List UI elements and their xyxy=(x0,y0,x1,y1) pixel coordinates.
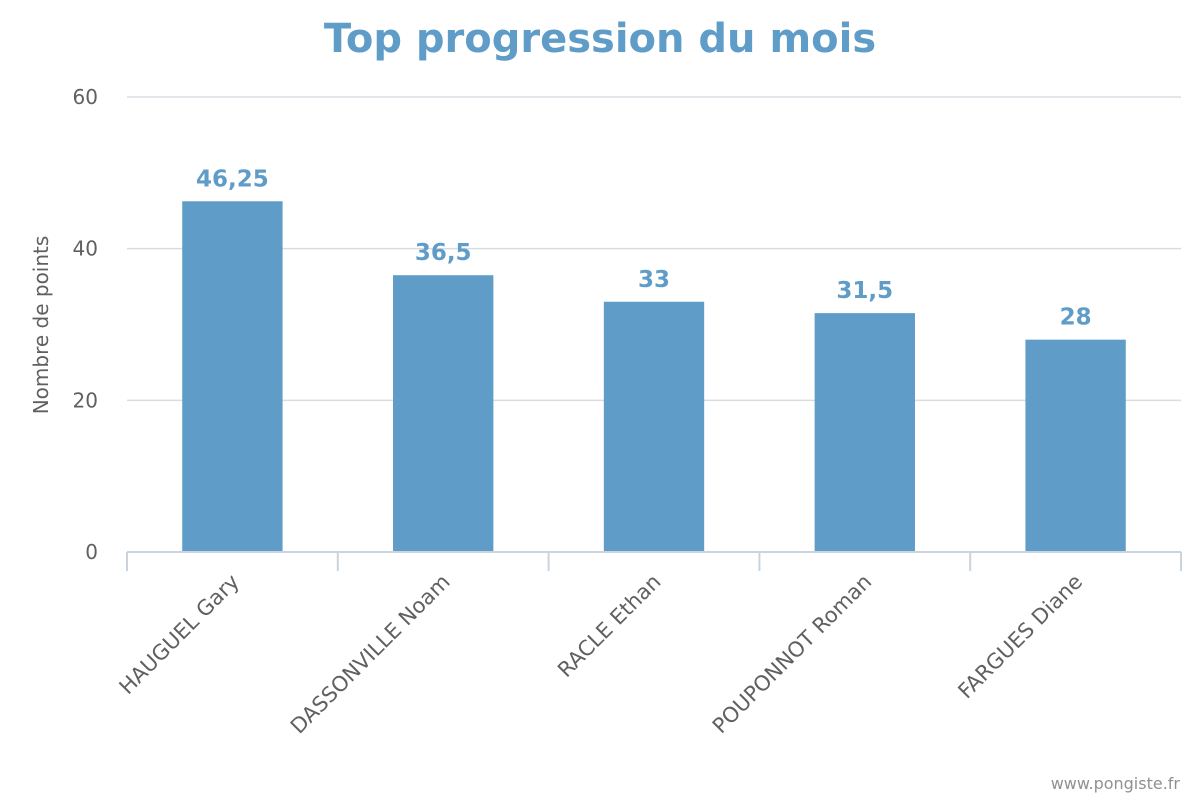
y-axis-title: Nombre de points xyxy=(29,236,53,415)
x-tick-label-4: FARGUES Diane xyxy=(953,570,1087,704)
y-tick-label-0: 0 xyxy=(85,540,98,564)
x-tick-label-0: HAUGUEL Gary xyxy=(115,570,244,699)
chart-title: Top progression du mois xyxy=(324,16,876,62)
data-label-3: 31,5 xyxy=(836,278,893,304)
x-axis-category-labels: HAUGUEL Gary DASSONVILLE Noam RACLE Ethan P… xyxy=(115,570,1088,739)
bars xyxy=(182,201,1126,553)
y-tick-label-1: 20 xyxy=(73,388,98,412)
data-label-2: 33 xyxy=(638,267,670,293)
bar-3[interactable] xyxy=(814,313,915,552)
data-label-0: 46,25 xyxy=(196,166,269,192)
y-tick-label-2: 40 xyxy=(73,237,98,261)
x-tick-label-3: POUPONNOT Roman xyxy=(708,570,877,739)
data-label-4: 28 xyxy=(1060,305,1092,331)
bar-4[interactable] xyxy=(1025,339,1126,552)
data-label-1: 36,5 xyxy=(415,240,472,266)
y-tick-label-3: 60 xyxy=(73,85,98,109)
credit-link[interactable]: www.pongiste.fr xyxy=(1051,774,1181,793)
bar-0[interactable] xyxy=(182,201,283,553)
y-axis-ticks: 0 20 40 60 xyxy=(73,85,98,564)
x-tick-label-1: DASSONVILLE Noam xyxy=(286,570,455,739)
x-tick-label-2: RACLE Ethan xyxy=(553,570,665,682)
data-labels: 46,25 36,5 33 31,5 28 xyxy=(196,166,1092,330)
bar-1[interactable] xyxy=(393,275,494,552)
x-axis xyxy=(126,551,1182,571)
bar-2[interactable] xyxy=(603,301,705,552)
